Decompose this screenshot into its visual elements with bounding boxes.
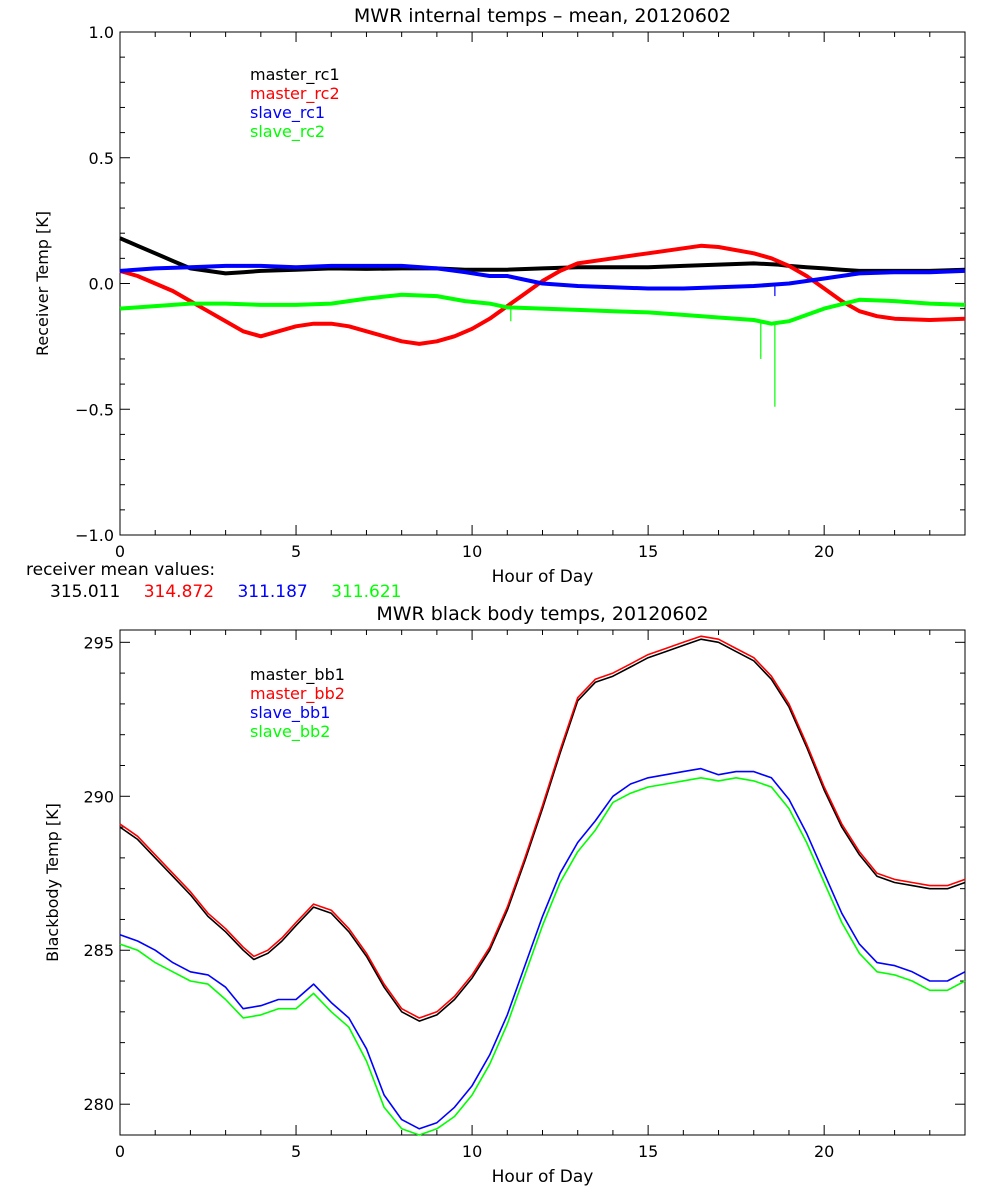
legend-entry: slave_rc1	[250, 103, 325, 123]
chart-title: MWR internal temps – mean, 20120602	[354, 5, 731, 27]
legend-entry: master_rc1	[250, 65, 340, 85]
plot-blackbody-temps: 0 5 10 15 20 280 285 290 295 MWR black body temps…	[43, 603, 966, 1187]
series-line-slave_bb1	[119, 767, 966, 1130]
legend-entry: slave_rc2	[250, 122, 325, 142]
receiver-mean-value: 311.621	[331, 582, 402, 602]
legend-entry: master_rc2	[250, 84, 340, 104]
legend-entry: master_bb2	[250, 684, 345, 704]
x-tick-label: 20	[814, 542, 834, 561]
legend-entry: master_bb1	[250, 665, 345, 685]
legend-entry: slave_bb2	[250, 722, 330, 742]
series-line-master_bb2	[119, 635, 966, 1019]
y-tick-label: 285	[83, 941, 114, 960]
receiver-mean-label: receiver mean values:	[26, 560, 216, 580]
x-tick-label: 0	[115, 542, 125, 561]
series-line-master_bb1	[119, 638, 966, 1022]
series-line-master_rc1	[119, 236, 966, 276]
receiver-mean-value: 315.011	[50, 582, 121, 602]
series-line-slave_bb2	[119, 776, 966, 1136]
x-tick-label: 5	[291, 1142, 301, 1161]
y-tick-label: 0.5	[89, 149, 114, 168]
y-tick-label: 0.0	[89, 275, 114, 294]
receiver-mean-values: 315.011 314.872 311.187 311.621	[50, 582, 419, 602]
y-tick-label: −0.5	[75, 400, 114, 419]
y-tick-label: 295	[83, 633, 114, 652]
series-line-master_rc2	[119, 243, 966, 346]
y-tick-label: 290	[83, 787, 114, 806]
x-tick-label: 10	[462, 542, 482, 561]
y-tick-label: −1.0	[75, 526, 114, 545]
series-line-slave_rc2	[119, 292, 966, 326]
legend-entry: slave_bb1	[250, 703, 330, 723]
receiver-mean-value: 311.187	[237, 582, 308, 602]
x-axis-label: Hour of Day	[492, 567, 594, 587]
y-axis-label: Receiver Temp [K]	[33, 211, 52, 356]
y-axis-label: Blackbody Temp [K]	[43, 803, 62, 962]
x-tick-label: 15	[638, 1142, 658, 1161]
y-tick-label: 280	[83, 1095, 114, 1114]
x-tick-label: 10	[462, 1142, 482, 1161]
receiver-mean-value: 314.872	[143, 582, 215, 602]
plot-frame	[119, 629, 966, 1136]
x-tick-label: 0	[115, 1142, 125, 1161]
x-axis-label: Hour of Day	[492, 1167, 594, 1187]
series-line-slave_rc1	[119, 263, 966, 291]
x-tick-label: 5	[291, 542, 301, 561]
chart-title: MWR black body temps, 20120602	[376, 603, 708, 625]
plot-receiver-temps: 0 5 10 15 20 −1.0 −0.5 0.0 0.5 1.0 MWR internal te…	[33, 5, 966, 587]
x-tick-label: 20	[814, 1142, 834, 1161]
y-tick-label: 1.0	[89, 23, 114, 42]
x-tick-label: 15	[638, 542, 658, 561]
